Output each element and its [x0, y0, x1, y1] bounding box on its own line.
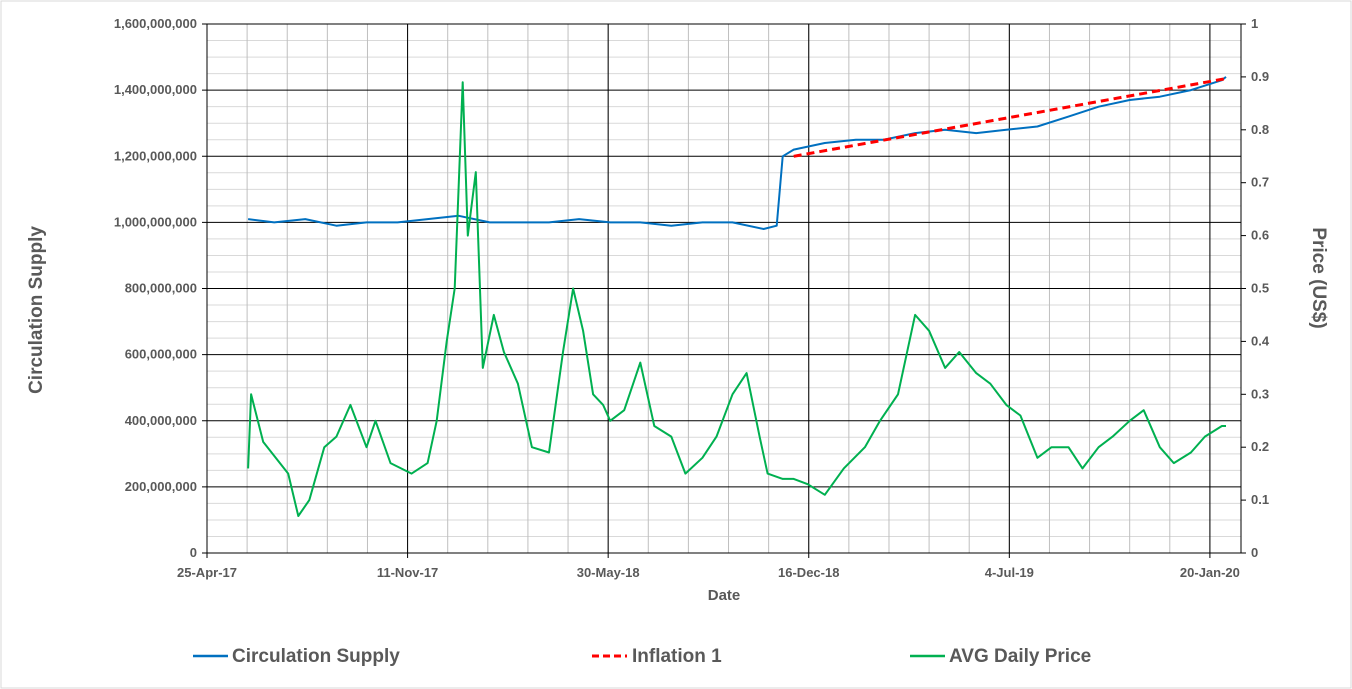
x-axis-title: Date	[708, 587, 741, 604]
legend-item-circulation-supply[interactable]: Circulation Supply	[193, 646, 400, 667]
y-right-tick-label: 0.6	[1251, 228, 1269, 243]
legend-label-circulation-supply: Circulation Supply	[232, 646, 400, 667]
x-tick-label: 20-Jan-20	[1180, 565, 1240, 580]
y-left-tick-label: 1,600,000,000	[114, 16, 197, 31]
x-tick-label: 25-Apr-17	[177, 565, 237, 580]
series-line-avg-daily-price	[247, 81, 1226, 517]
y-right-tick-label: 0.8	[1251, 122, 1269, 137]
x-tick-label: 11-Nov-17	[377, 565, 438, 580]
y-right-tick-label: 1	[1251, 16, 1258, 31]
series-line-inflation-1	[793, 77, 1227, 158]
x-axis-ticks: 25-Apr-17 11-Nov-17 30-May-18 16-Dec-18 4-Ju…	[177, 553, 1240, 580]
legend-label-inflation-1: Inflation 1	[632, 646, 722, 667]
y-right-axis-title: Price (US$)	[1308, 227, 1329, 328]
y-right-tick-label: 0.5	[1251, 281, 1269, 296]
y-left-axis-title: Circulation Supply	[26, 226, 47, 394]
legend-item-inflation-1[interactable]: Inflation 1	[592, 646, 722, 667]
y-right-tick-label: 0.7	[1251, 175, 1269, 190]
y-right-tick-label: 0.9	[1251, 69, 1269, 84]
y-left-tick-label: 200,000,000	[125, 479, 197, 494]
y-left-tick-label: 800,000,000	[125, 281, 197, 296]
y-left-tick-label: 400,000,000	[125, 413, 197, 428]
minor-gridlines	[206, 24, 1241, 553]
x-tick-label: 4-Jul-19	[985, 565, 1034, 580]
y-left-axis-ticks: 0 200,000,000 400,000,000 600,000,000 800,00…	[114, 16, 207, 560]
x-tick-label: 16-Dec-18	[778, 565, 839, 580]
y-right-tick-label: 0.2	[1251, 439, 1269, 454]
series-layer	[247, 76, 1227, 517]
y-left-tick-label: 600,000,000	[125, 347, 197, 362]
y-right-tick-label: 0.1	[1251, 492, 1269, 507]
legend: Circulation Supply Inflation 1 AVG Daily…	[193, 646, 1091, 667]
y-left-tick-label: 1,200,000,000	[114, 148, 197, 163]
y-left-tick-label: 1,400,000,000	[114, 82, 197, 97]
y-right-tick-label: 0.4	[1251, 333, 1270, 348]
legend-item-avg-daily-price[interactable]: AVG Daily Price	[910, 646, 1091, 667]
y-right-tick-label: 0	[1251, 545, 1258, 560]
y-right-tick-label: 0.3	[1251, 386, 1269, 401]
series-line-circulation-supply	[247, 76, 1227, 230]
y-left-tick-label: 1,000,000,000	[114, 214, 197, 229]
y-right-axis-ticks: 0 0.1 0.2 0.3 0.4 0.5 0.6 0.7 0.8 0.9 1	[1241, 16, 1270, 560]
legend-label-avg-daily-price: AVG Daily Price	[949, 646, 1091, 667]
y-left-tick-label: 0	[190, 545, 197, 560]
x-tick-label: 30-May-18	[577, 565, 640, 580]
